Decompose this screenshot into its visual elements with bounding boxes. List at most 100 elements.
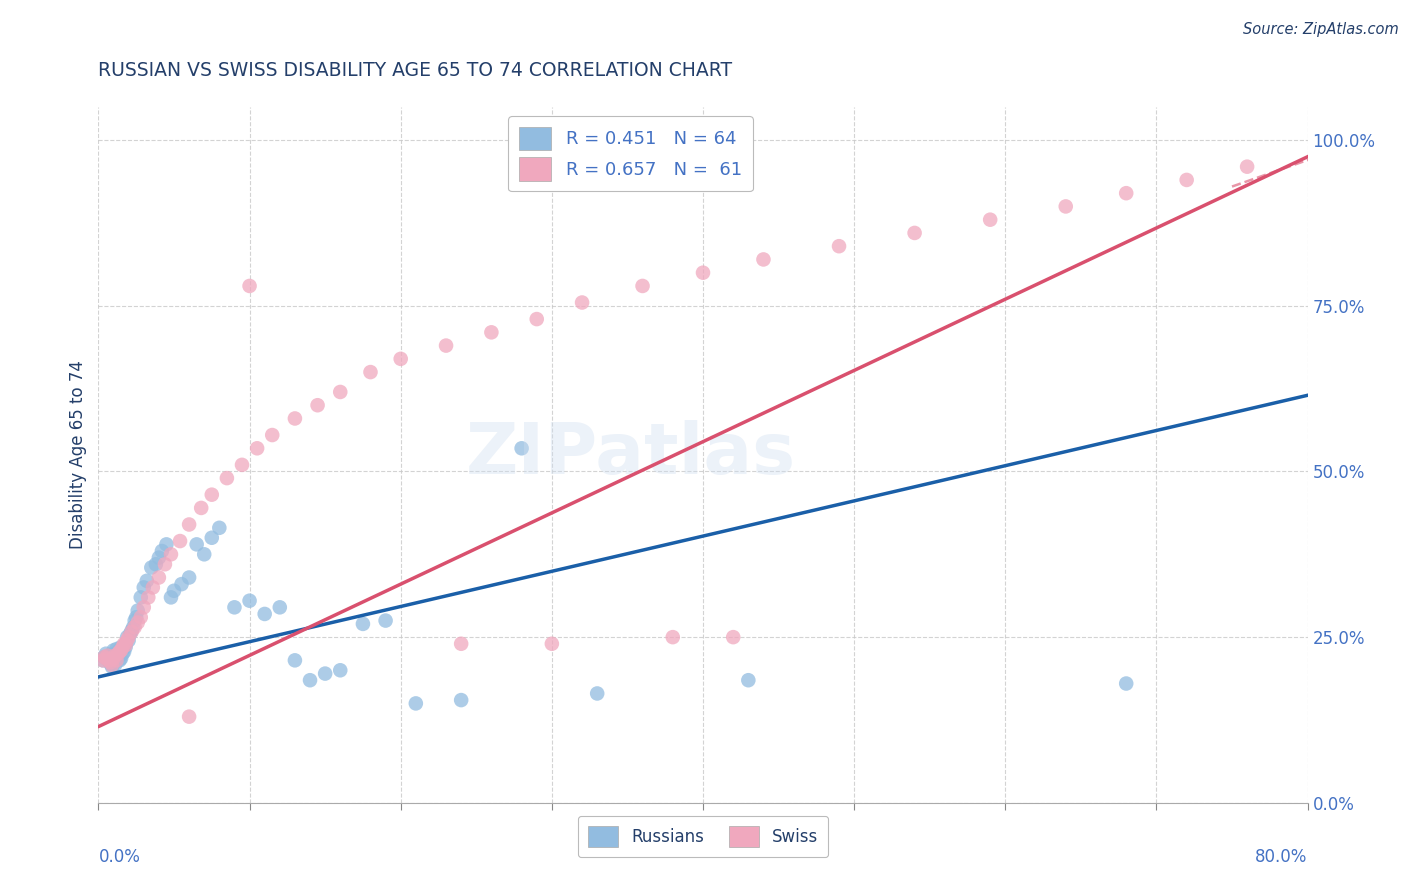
Point xyxy=(262,428,284,442)
Point xyxy=(112,637,135,651)
Point xyxy=(122,620,145,634)
Point xyxy=(389,351,412,366)
Point xyxy=(150,544,173,558)
Text: RUSSIAN VS SWISS DISABILITY AGE 65 TO 74 CORRELATION CHART: RUSSIAN VS SWISS DISABILITY AGE 65 TO 74… xyxy=(98,62,733,80)
Point xyxy=(127,604,149,618)
Text: ZIPatlas: ZIPatlas xyxy=(465,420,796,490)
Point xyxy=(721,630,744,644)
Point xyxy=(170,577,193,591)
Point xyxy=(101,660,124,674)
Point xyxy=(120,627,142,641)
Point xyxy=(98,648,121,663)
Point xyxy=(169,534,191,549)
Point xyxy=(114,637,136,651)
Point xyxy=(111,640,134,654)
Point xyxy=(201,488,224,502)
Point xyxy=(160,547,183,561)
Point xyxy=(153,558,176,572)
Point xyxy=(107,645,129,659)
Point xyxy=(94,651,117,665)
Point xyxy=(434,338,457,352)
Point xyxy=(215,471,238,485)
Point xyxy=(314,666,336,681)
Point xyxy=(1175,173,1198,187)
Point xyxy=(571,295,593,310)
Point xyxy=(201,531,224,545)
Point xyxy=(186,537,208,551)
Point xyxy=(104,647,127,661)
Point xyxy=(103,653,125,667)
Point xyxy=(1236,160,1258,174)
Point xyxy=(100,656,122,670)
Point xyxy=(631,279,654,293)
Point xyxy=(104,648,127,663)
Point xyxy=(100,657,122,671)
Point xyxy=(91,653,114,667)
Point xyxy=(107,650,129,665)
Point xyxy=(101,657,124,672)
Point xyxy=(124,614,146,628)
Point xyxy=(299,673,322,688)
Point xyxy=(142,581,165,595)
Point xyxy=(94,647,117,661)
Point xyxy=(121,624,143,638)
Point xyxy=(450,693,472,707)
Point xyxy=(115,633,138,648)
Point xyxy=(284,653,307,667)
Point xyxy=(118,630,141,644)
Point xyxy=(177,709,201,723)
Point xyxy=(108,645,131,659)
Point xyxy=(118,633,141,648)
Point xyxy=(246,442,269,456)
Point xyxy=(374,614,396,628)
Point xyxy=(121,624,143,639)
Point xyxy=(352,616,374,631)
Point xyxy=(737,673,759,688)
Point xyxy=(110,640,132,654)
Point xyxy=(307,398,329,412)
Point xyxy=(112,645,135,659)
Point xyxy=(105,642,128,657)
Point xyxy=(239,279,262,293)
Point xyxy=(239,593,262,607)
Point xyxy=(105,651,128,665)
Point xyxy=(129,610,152,624)
Point xyxy=(450,637,472,651)
Point xyxy=(193,547,215,561)
Point xyxy=(253,607,276,621)
Point xyxy=(1054,199,1077,213)
Point xyxy=(108,653,131,667)
Point xyxy=(91,653,114,667)
Point xyxy=(111,642,134,657)
Y-axis label: Disability Age 65 to 74: Disability Age 65 to 74 xyxy=(69,360,87,549)
Point xyxy=(96,648,118,663)
Point xyxy=(93,650,115,665)
Point xyxy=(111,647,134,661)
Point xyxy=(127,615,149,630)
Point xyxy=(360,365,382,379)
Point xyxy=(145,558,167,572)
Point xyxy=(141,560,163,574)
Point xyxy=(510,442,533,456)
Point xyxy=(405,697,427,711)
Point xyxy=(208,521,231,535)
Point xyxy=(124,620,146,634)
Point xyxy=(114,640,136,654)
Text: Source: ZipAtlas.com: Source: ZipAtlas.com xyxy=(1243,22,1399,37)
Text: 80.0%: 80.0% xyxy=(1256,848,1308,866)
Point xyxy=(108,648,131,663)
Point xyxy=(132,600,155,615)
Point xyxy=(115,630,138,644)
Point xyxy=(284,411,307,425)
Point xyxy=(269,600,291,615)
Point xyxy=(329,663,352,677)
Point xyxy=(177,517,201,532)
Text: 0.0%: 0.0% xyxy=(98,848,141,866)
Point xyxy=(148,570,170,584)
Point xyxy=(160,591,183,605)
Point xyxy=(136,591,159,605)
Point xyxy=(114,638,136,652)
Point xyxy=(190,500,212,515)
Point xyxy=(103,643,125,657)
Point xyxy=(104,657,127,672)
